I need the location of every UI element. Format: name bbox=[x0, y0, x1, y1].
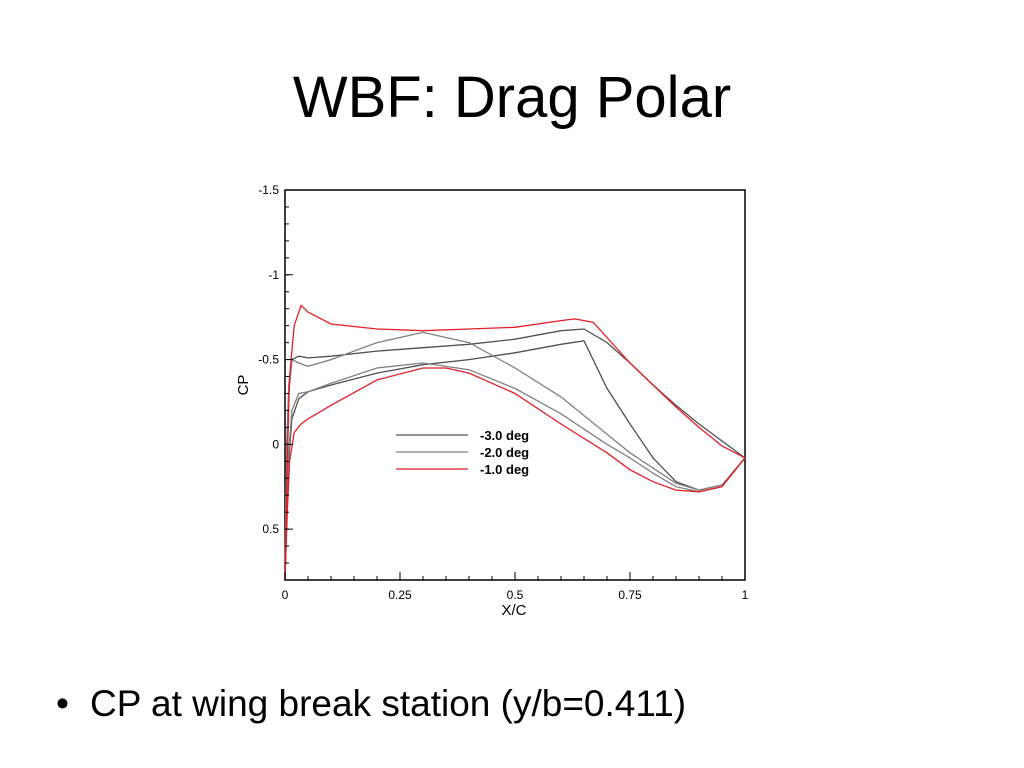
legend-label-1: -2.0 deg bbox=[480, 445, 529, 460]
x-tick-label: 1 bbox=[742, 588, 749, 602]
legend-label-0: -3.0 deg bbox=[480, 428, 529, 443]
y-tick-label: 0.5 bbox=[262, 522, 279, 536]
legend-label-2: -1.0 deg bbox=[480, 462, 529, 477]
legend: -3.0 deg -2.0 deg -1.0 deg bbox=[396, 428, 529, 477]
cp-chart-svg: 0 0.25 0.5 0.75 1 -1.5 -1 -0.5 0 0.5 X/C CP -3.0 … bbox=[235, 183, 749, 618]
ticks-layer: 0 0.25 0.5 0.75 1 -1.5 -1 -0.5 0 0.5 bbox=[258, 183, 748, 602]
slide-title: WBF: Drag Polar bbox=[292, 65, 732, 130]
bullet-text: CP at wing break station (y/b=0.411) bbox=[90, 683, 687, 724]
bullet-marker: • bbox=[56, 683, 69, 724]
y-tick-label: -1.5 bbox=[258, 183, 279, 197]
series-0-upper-line bbox=[284, 328, 746, 581]
x-axis-label: X/C bbox=[501, 602, 526, 618]
plot-frame bbox=[284, 189, 746, 581]
y-axis-label: CP bbox=[235, 375, 252, 396]
cp-chart: 0 0.25 0.5 0.75 1 -1.5 -1 -0.5 0 0.5 X/C CP -3.0 … bbox=[222, 178, 762, 618]
x-tick-label: 0.5 bbox=[507, 588, 524, 602]
y-tick-label: 0 bbox=[272, 437, 279, 451]
x-tick-label: 0 bbox=[282, 588, 289, 602]
y-tick-label: -0.5 bbox=[258, 353, 279, 367]
y-tick-label: -1 bbox=[268, 268, 279, 282]
series-2-upper-line bbox=[284, 304, 746, 581]
series-1-lower-line bbox=[284, 362, 746, 581]
series-2-lower-line bbox=[284, 367, 746, 581]
bullet-item: • CP at wing break station (y/b=0.411) bbox=[56, 680, 686, 728]
x-tick-label: 0.75 bbox=[618, 588, 642, 602]
x-tick-label: 0.25 bbox=[388, 588, 412, 602]
series-0-lower-line bbox=[284, 340, 746, 581]
